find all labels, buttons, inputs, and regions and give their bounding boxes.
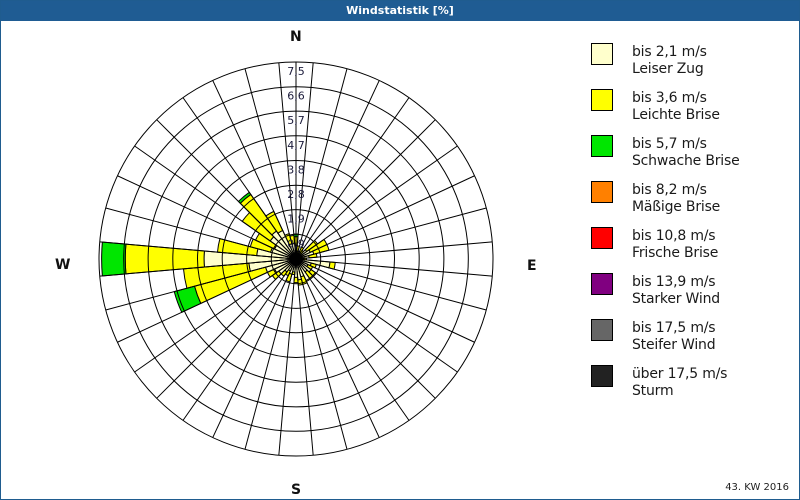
legend-range: über 17,5 m/s [632,366,728,382]
grid-spoke [117,258,297,343]
grid-spoke [295,258,487,311]
grid-spoke [212,258,297,438]
grid-spoke [295,258,348,450]
legend-swatch [591,273,613,295]
grid-spoke [278,258,297,456]
ring-labels: 0,9 1,9 2,8 3,8 4,7 5,7 6,6 7,5 [287,65,305,250]
legend-item-schwache-brise: bis 5,7 m/s Schwache Brise [591,135,791,181]
legend-swatch [591,227,613,249]
legend-range: bis 17,5 m/s [632,320,716,336]
legend-label: Leiser Zug [632,61,704,77]
legend-label: Frische Brise [632,245,719,261]
compass-south-label: S [291,482,302,498]
legend-swatch [591,89,613,111]
grid-spoke [99,241,297,260]
ring-label: 5,7 [287,114,305,127]
grid-spoke [244,258,297,450]
legend-label: Sturm [632,383,674,399]
legend-range: bis 10,8 m/s [632,228,716,244]
grid-spoke [105,258,297,311]
legend-label: Leichte Brise [632,107,720,123]
ring-label: 0,9 [287,237,305,250]
wind-rose-chart: 0,9 1,9 2,8 3,8 4,7 5,7 6,6 7,5 [98,61,494,457]
legend-range: bis 2,1 m/s [632,44,707,60]
ring-label: 3,8 [287,164,305,177]
grid-spoke [295,97,410,260]
grid-spoke [295,80,380,260]
grid-spoke [295,258,475,343]
legend-swatch [591,181,613,203]
grid-spoke [244,68,297,260]
grid-spoke [182,258,297,421]
grid-spoke [295,207,487,260]
grid-spoke [134,258,297,373]
compass-north-label: N [290,29,302,45]
wind-rose-grid [98,61,494,457]
ring-label: 1,9 [287,213,305,226]
ring-label: 7,5 [287,65,305,78]
ring-label: 2,8 [287,188,305,201]
grid-spoke [295,175,475,260]
legend-label: Mäßige Brise [632,199,721,215]
grid-spoke [295,119,436,260]
grid-spoke [295,241,493,260]
legend-range: bis 3,6 m/s [632,90,707,106]
grid-spoke [105,207,297,260]
grid-spoke [156,258,297,399]
grid-spoke [278,62,297,260]
grid-spoke [295,258,380,438]
legend-range: bis 13,9 m/s [632,274,716,290]
legend-item-steifer-wind: bis 17,5 m/s Steifer Wind [591,319,791,365]
legend-swatch [591,135,613,157]
grid-spoke [295,258,436,399]
grid-spoke [295,145,458,260]
compass-east-label: E [527,258,537,274]
grid-spoke [99,258,297,277]
legend-label: Starker Wind [632,291,720,307]
grid-spoke [212,80,297,260]
period-caption: 43. KW 2016 [725,482,789,493]
grid-spoke [295,258,314,456]
legend-swatch [591,365,613,387]
legend-label: Steifer Wind [632,337,716,353]
grid-spoke [117,175,297,260]
compass-west-label: W [55,257,71,273]
legend-item-frische-brise: bis 10,8 m/s Frische Brise [591,227,791,273]
legend-label: Schwache Brise [632,153,740,169]
legend-range: bis 8,2 m/s [632,182,707,198]
legend-swatch [591,43,613,65]
grid-spoke [295,68,348,260]
grid-spoke [295,258,493,277]
window-title: Windstatistik [%] [1,1,799,21]
grid-spoke [134,145,297,260]
grid-spoke [295,258,410,421]
legend-swatch [591,319,613,341]
legend-item-starker-wind: bis 13,9 m/s Starker Wind [591,273,791,319]
grid-spoke [156,119,297,260]
ring-label: 6,6 [287,90,305,103]
legend-item-sturm: über 17,5 m/s Sturm [591,365,791,411]
legend-range: bis 5,7 m/s [632,136,707,152]
grid-spoke [182,97,297,260]
grid-spoke [295,258,458,373]
legend-item-leichte-brise: bis 3,6 m/s Leichte Brise [591,89,791,135]
ring-label: 4,7 [287,139,305,152]
legend-item-maessige-brise: bis 8,2 m/s Mäßige Brise [591,181,791,227]
sector-segment [101,241,127,277]
legend-item-leiser-zug: bis 2,1 m/s Leiser Zug [591,43,791,89]
grid-spoke [295,62,314,260]
legend: bis 2,1 m/s Leiser Zug bis 3,6 m/s Leichte… [591,43,791,411]
